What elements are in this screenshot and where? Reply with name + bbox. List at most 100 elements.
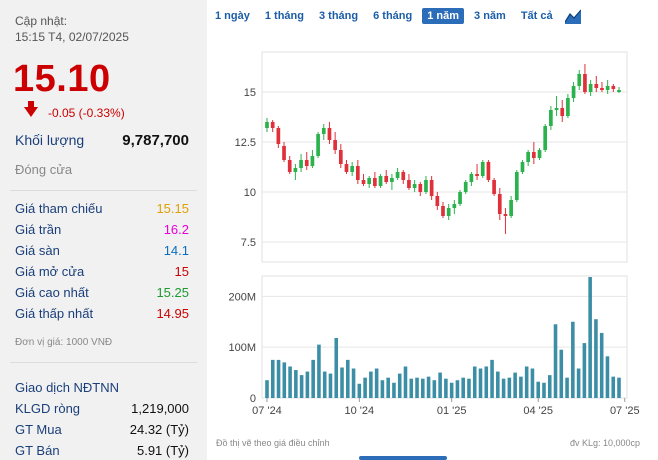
volume-bar <box>542 382 546 398</box>
chart-scrollbar[interactable] <box>359 456 447 460</box>
candle-body <box>537 150 542 158</box>
stat-row-reference: Giá tham chiếu 15.15 <box>15 201 189 216</box>
x-tick-label: 10 '24 <box>345 405 375 417</box>
tab-all[interactable]: Tất cả <box>520 10 553 22</box>
volume-bar <box>467 378 471 398</box>
candle-body <box>475 174 479 176</box>
volume-bar <box>345 359 350 398</box>
candle-body <box>327 128 332 140</box>
foreign-row-buy: GT Mua 24.32 (Tỷ) <box>15 422 189 437</box>
tab-1-day[interactable]: 1 ngày <box>215 10 250 22</box>
price-tick-label: 7.5 <box>241 237 256 249</box>
candle-body <box>361 180 366 184</box>
candle-body <box>282 146 286 160</box>
volume-bar <box>270 359 275 398</box>
tab-6-months[interactable]: 6 tháng <box>373 10 413 22</box>
stat-row-open: Giá mở cửa 15 <box>15 264 189 279</box>
tab-1-year[interactable]: 1 năm <box>422 8 465 24</box>
foreign-value: 1,219,000 <box>131 401 189 416</box>
volume-bar <box>392 382 396 398</box>
candle-body <box>321 128 326 134</box>
volume-bar <box>611 376 616 398</box>
candle-body <box>316 134 320 156</box>
stat-label: Giá cao nhất <box>15 285 89 300</box>
stat-label: Giá sàn <box>15 243 60 258</box>
stat-label: Giá thấp nhất <box>15 306 94 321</box>
stat-value: 15 <box>174 264 189 279</box>
candle-body <box>497 194 502 214</box>
stat-value: 16.2 <box>163 222 189 237</box>
candle-body <box>378 176 383 186</box>
candle-body <box>588 84 593 92</box>
volume-bar <box>553 324 558 398</box>
candle-body <box>407 180 411 188</box>
stat-row-ceiling: Giá trần 16.2 <box>15 222 189 237</box>
candle-body <box>492 180 496 194</box>
volume-bar <box>305 371 310 398</box>
tab-1-month[interactable]: 1 tháng <box>264 10 304 22</box>
volume-bar <box>386 377 390 398</box>
volume-bar <box>478 368 483 398</box>
volume-bar <box>484 366 489 398</box>
stat-label: Giá trần <box>15 222 62 237</box>
candle-body <box>412 184 417 188</box>
candle-body <box>469 174 474 182</box>
candle-body <box>276 128 281 144</box>
volume-bar <box>438 372 442 398</box>
stat-value: 15.15 <box>156 201 189 216</box>
price-tick-label: 15 <box>244 87 256 99</box>
x-tick-label: 07 '24 <box>252 405 282 417</box>
volume-bar <box>432 380 437 398</box>
candle-body <box>509 200 513 216</box>
volume-bar <box>426 376 431 398</box>
volume-bar <box>490 359 494 398</box>
volume-bar <box>299 375 304 398</box>
candle-body <box>600 88 604 90</box>
update-label: Cập nhật: <box>15 14 68 28</box>
foreign-title-label: Giao dịch NĐTNN <box>15 380 120 395</box>
stat-label: Giá mở cửa <box>15 264 85 279</box>
candle-body <box>458 192 462 204</box>
volume-bar <box>582 343 587 398</box>
stat-row-low: Giá thấp nhất 14.95 <box>15 306 189 321</box>
volume-bar <box>524 366 529 398</box>
tab-3-years[interactable]: 3 năm <box>474 10 506 22</box>
volume-bar <box>565 377 569 398</box>
price-volume-chart[interactable]: 7.5 10 12.5 15 0 100M 200M 07 '24 10 '24 01 '25 04… <box>207 0 658 435</box>
candle-body <box>367 178 372 184</box>
candle-body <box>350 166 355 172</box>
tab-3-months[interactable]: 3 tháng <box>318 10 359 22</box>
volume-bar <box>328 373 333 398</box>
volume-bar <box>588 277 592 398</box>
volume-bar <box>282 362 287 398</box>
foreign-value: 5.91 (Tỷ) <box>136 443 189 458</box>
stat-value: 14.1 <box>163 243 189 258</box>
price-panel-frame <box>261 51 628 263</box>
volume-bar <box>559 349 564 398</box>
volume-bar <box>351 368 356 398</box>
candle-body <box>384 176 389 182</box>
unit-note: Đơn vị giá: 1000 VNĐ <box>15 337 113 348</box>
volume-bar <box>322 371 327 398</box>
volume-bar <box>519 376 523 398</box>
x-tick-label: 04 '25 <box>523 405 553 417</box>
area-chart-icon[interactable] <box>564 8 581 24</box>
candle-body <box>265 122 269 128</box>
candle-body <box>435 196 440 206</box>
volume-bar <box>605 356 610 398</box>
candle-body <box>617 90 621 92</box>
candle-body <box>299 160 303 168</box>
volume-bar <box>409 378 414 398</box>
candle-body <box>554 108 559 110</box>
stat-row-high: Giá cao nhất 15.25 <box>15 285 189 300</box>
candle-body <box>583 74 587 92</box>
candle-body <box>571 86 576 98</box>
volume-bar <box>415 377 419 398</box>
candle-body <box>293 168 298 172</box>
candle-body <box>577 74 582 86</box>
candle-body <box>344 164 349 172</box>
volume-bar <box>513 372 517 398</box>
volume-bar <box>444 378 448 398</box>
candle-body <box>520 162 525 172</box>
foreign-label: GT Bán <box>15 443 60 458</box>
